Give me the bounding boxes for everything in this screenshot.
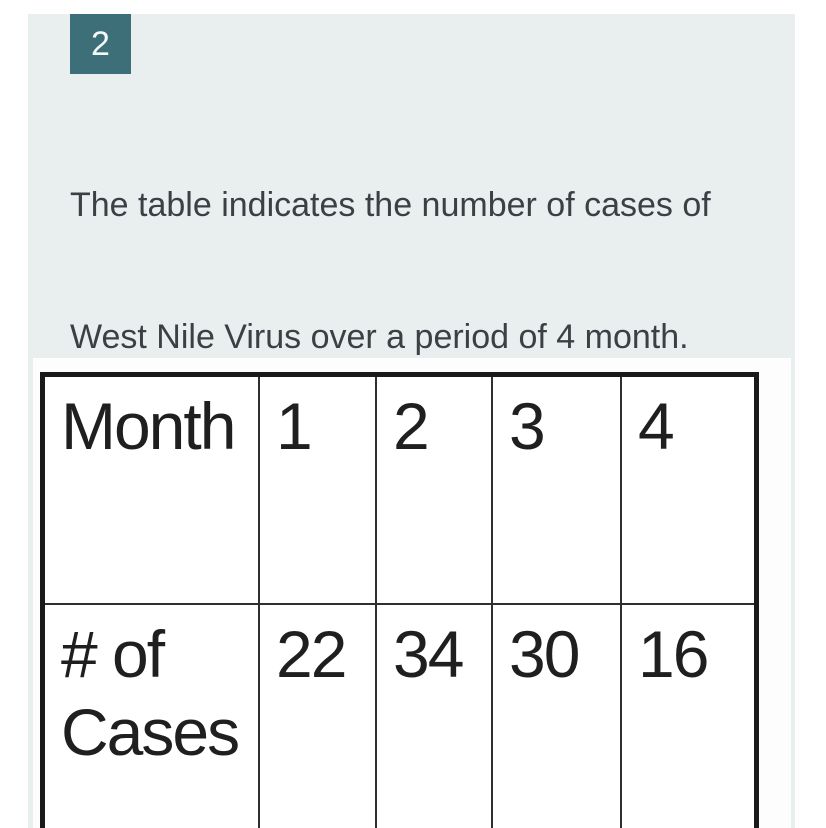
table-data-cell: 30 [493,605,622,828]
table-data-cell: 22 [260,605,377,828]
cases-table-image: Month 1 2 3 4 # of Cases 22 34 30 16 [33,358,791,828]
table-header-cell: 3 [493,377,622,605]
question-line: The table indicates the number of cases … [70,186,711,224]
table-data-row: # of Cases 22 34 30 16 [45,605,754,828]
table-header-cell: Month [45,377,260,605]
table-header-cell: 2 [377,377,493,605]
table-header-row: Month 1 2 3 4 [45,377,754,605]
question-card: 2 The table indicates the number of case… [28,14,795,828]
table-data-cell: 16 [638,617,709,691]
question-line: West Nile Virus over a period of 4 month… [70,318,689,356]
table-header-cell: 1 [260,377,377,605]
table-data-cell: # of Cases [45,605,260,828]
question-number-badge: 2 [70,14,131,74]
table-header-cell: 4 [622,377,754,605]
cases-table: Month 1 2 3 4 # of Cases 22 34 30 16 [40,372,759,828]
table-data-cell: 34 [377,605,493,828]
